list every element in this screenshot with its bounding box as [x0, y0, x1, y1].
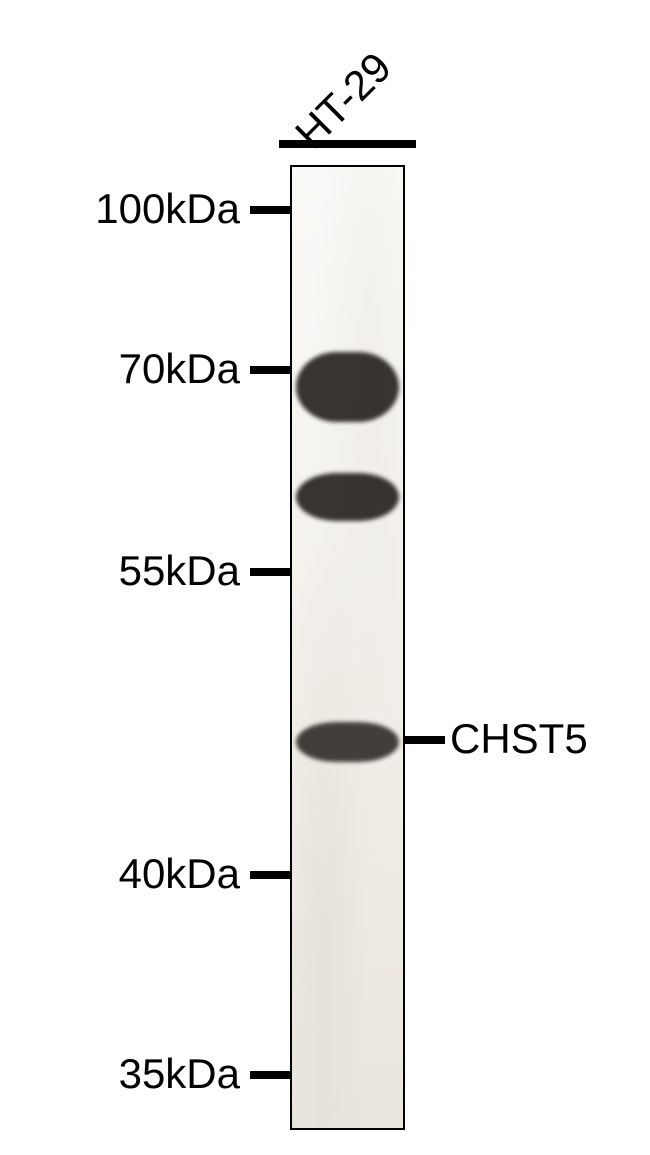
blot-background: [292, 167, 403, 1128]
target-tick: [405, 736, 445, 744]
marker-tick: [250, 206, 290, 214]
marker-label: 70kDa: [0, 345, 240, 393]
marker-label: 100kDa: [0, 185, 240, 233]
blot-band: [296, 473, 398, 521]
blot-strip: [290, 165, 405, 1130]
marker-tick: [250, 366, 290, 374]
blot-band: [296, 352, 398, 422]
marker-tick: [250, 871, 290, 879]
marker-label: 55kDa: [0, 547, 240, 595]
marker-label: 35kDa: [0, 1050, 240, 1098]
marker-tick: [250, 568, 290, 576]
blot-figure: HT-29 100kDa70kDa55kDa40kDa35kDa CHST5: [0, 0, 650, 1155]
target-label: CHST5: [450, 715, 588, 763]
marker-tick: [250, 1071, 290, 1079]
lane-underline: [279, 140, 416, 148]
blot-band: [296, 722, 398, 762]
marker-label: 40kDa: [0, 850, 240, 898]
